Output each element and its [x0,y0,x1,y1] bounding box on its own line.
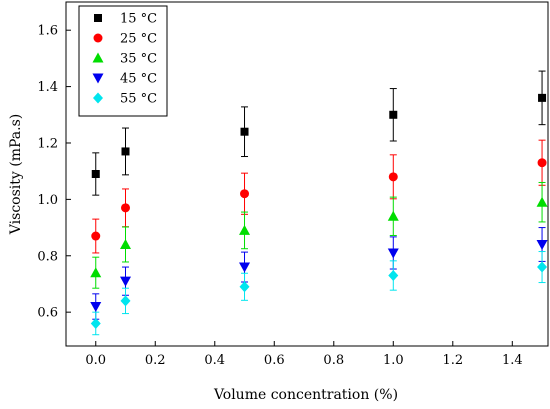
x-tick-label: 1.4 [502,353,523,368]
legend-label-1: 25 °C [120,32,157,47]
data-point [387,210,399,221]
y-tick-label: 0.8 [37,249,58,264]
legend-marker-1 [93,33,103,43]
legend-marker-0 [94,14,102,22]
legend-marker-2 [92,52,104,63]
plot-frame [65,1,549,347]
y-tick-label: 1.0 [37,193,58,208]
x-tick-label: 0.4 [204,353,225,368]
data-point [90,267,102,278]
data-point [387,248,399,259]
data-point [120,276,132,287]
data-point [121,203,131,213]
series-3 [90,227,548,320]
data-point [388,172,398,182]
x-tick-label: 0.0 [85,353,106,368]
legend-label-4: 55 °C [120,92,157,107]
data-point [388,270,399,282]
data-point [536,196,548,207]
y-tick-label: 1.4 [37,80,58,95]
data-point [240,127,249,136]
data-point [239,224,251,235]
legend-marker-3 [92,73,104,84]
y-tick-label: 1.6 [37,24,58,39]
axes-ticks: 0.0 0.2 0.4 0.6 0.8 1.0 1.2 1.4 0.6 0.8 1.0 1.2 1.4 1… [37,24,522,368]
data-point [240,189,250,199]
y-axis-label: Viscosity (mPa.s) [8,114,24,235]
series-4 [90,251,548,336]
data-point [239,262,251,273]
y-tick-label: 1.2 [37,136,58,151]
x-tick-label: 0.6 [264,353,285,368]
series-0 [91,70,547,196]
data-point [538,93,547,102]
series-2 [90,181,548,289]
data-point [537,158,547,168]
data-point [91,231,101,241]
x-tick-label: 0.2 [145,353,166,368]
x-tick-label: 0.8 [323,353,344,368]
data-point [120,295,131,307]
data-point [120,238,132,249]
data-point [90,302,102,313]
legend-label-0: 15 °C [120,12,157,27]
data-point [121,147,130,156]
data-point [90,317,101,329]
data-point [536,239,548,250]
series-1 [91,139,547,254]
data-point [537,261,548,273]
data-point [389,110,398,119]
legend: 15 °C 25 °C 35 °C 45 °C 55 °C [78,5,168,117]
legend-label-3: 45 °C [120,72,157,87]
x-axis-label: Volume concentration (%) [213,387,398,403]
x-tick-label: 1.2 [442,353,463,368]
x-tick-label: 1.0 [383,353,404,368]
data-point [91,170,100,178]
legend-marker-4 [93,92,103,104]
data-point [239,281,250,293]
y-tick-label: 0.6 [37,306,58,321]
legend-label-2: 35 °C [120,52,157,67]
series-layer [90,70,548,336]
